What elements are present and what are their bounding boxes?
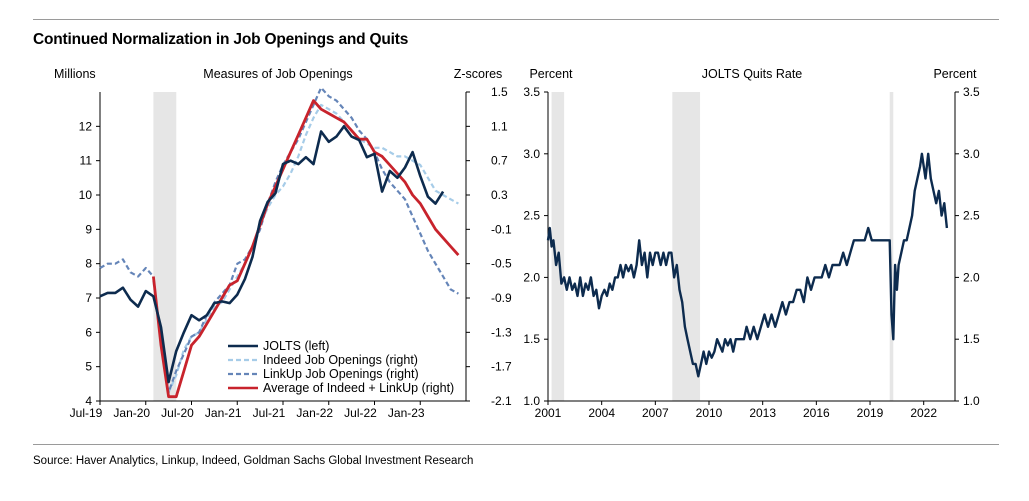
y-tick-label-left: 3.0 [523,147,540,161]
y-tick-label-right: 2.5 [963,209,980,223]
series-line-3 [152,99,460,399]
y-tick-label-left: 5 [85,360,92,374]
page-title: Continued Normalization in Job Openings … [33,31,409,48]
y-tick-label-right: 1.5 [963,332,980,346]
y-tick-label-left: 8 [85,257,92,271]
recession-band [551,92,565,401]
right-chart-series [546,152,949,378]
legend-label: JOLTS (left) [263,339,329,353]
y-tick-label-right: 1.1 [491,119,508,133]
recession-band [672,92,701,401]
right-chart-right-axis-label: Percent [933,67,977,81]
right-chart-axes: 1.0 1.0 1.5 1.5 2.0 2.0 2.5 2.5 3.0 3.0 3.5 3.5 2001… [523,85,980,420]
source-note: Source: Haver Analytics, Linkup, Indeed,… [33,455,474,467]
y-tick-label-right: 2.0 [963,270,980,284]
right-chart-title: JOLTS Quits Rate [702,67,803,81]
y-tick-label-right: -0.9 [491,291,512,305]
y-tick-label-left: 1.5 [523,332,540,346]
legend-label: Average of Indeed + LinkUp (right) [263,381,454,395]
y-tick-label-left: 10 [79,188,93,202]
quits-rate-line [546,152,949,378]
x-tick-label: Jan-23 [388,406,425,420]
y-tick-label-right: -0.5 [491,257,512,271]
left-chart-left-axis-label: Millions [54,67,96,81]
y-tick-label-left: 12 [79,119,93,133]
x-tick-label: 2016 [803,406,830,420]
y-tick-label-left: 1.0 [523,394,540,408]
x-tick-label: Jul-22 [344,406,377,420]
right-recession-bands [551,92,894,401]
y-tick-label-left: 9 [85,222,92,236]
y-tick-label-right: -0.1 [491,222,512,236]
legend-label: Indeed Job Openings (right) [263,353,418,367]
y-tick-label-right: 0.3 [491,188,508,202]
y-tick-label-right: -2.1 [491,394,512,408]
y-tick-label-left: 2.0 [523,270,540,284]
y-tick-label-right: 1.5 [491,85,508,99]
y-tick-label-right: 3.0 [963,147,980,161]
x-tick-label: 2007 [642,406,669,420]
job-openings-chart: Millions Measures of Job Openings Z-scor… [54,67,512,420]
y-tick-label-left: 2.5 [523,209,540,223]
right-chart-left-axis-label: Percent [529,67,573,81]
bottom-rule [33,444,999,445]
x-tick-label: Jan-22 [296,406,333,420]
y-tick-label-left: 7 [85,291,92,305]
y-tick-label-right: -1.3 [491,325,512,339]
quits-rate-chart: Percent JOLTS Quits Rate Percent 1.0 1.01… [523,67,980,420]
y-tick-label-right: -1.7 [491,360,512,374]
legend-label: LinkUp Job Openings (right) [263,367,419,381]
x-tick-label: Jul-20 [161,406,194,420]
x-tick-label: Jul-21 [253,406,286,420]
left-chart-right-axis-label: Z-scores [454,67,503,81]
x-tick-label: 2019 [857,406,884,420]
y-tick-label-left: 11 [80,154,93,168]
left-chart-axes: 4 5 6 7 8 9 10 11 12 -2.1 -1.7 -1.3 -0.9 -0.5 -0.1 0.3 0… [70,85,512,420]
series-line-1 [152,103,459,394]
x-tick-label: Jan-21 [205,406,242,420]
x-tick-label: Jul-19 [70,406,103,420]
top-rule [33,19,999,20]
left-chart-series [99,86,460,399]
x-tick-label: Jan-20 [113,406,150,420]
recession-band [889,92,894,401]
x-tick-label: 2004 [588,406,615,420]
left-chart-title: Measures of Job Openings [203,67,352,81]
y-tick-label-right: 1.0 [963,394,980,408]
y-tick-label-right: 3.5 [963,85,980,99]
y-tick-label-left: 6 [85,325,92,339]
y-tick-label-left: 4 [85,394,92,408]
y-tick-label-left: 3.5 [523,85,540,99]
series-line-0 [99,125,445,384]
x-tick-label: 2013 [749,406,776,420]
x-tick-label: 2010 [696,406,723,420]
left-chart-legend: JOLTS (left)Indeed Job Openings (right)L… [228,339,454,395]
x-tick-label: 2001 [535,406,562,420]
x-tick-label: 2022 [910,406,937,420]
y-tick-label-right: 0.7 [491,154,508,168]
